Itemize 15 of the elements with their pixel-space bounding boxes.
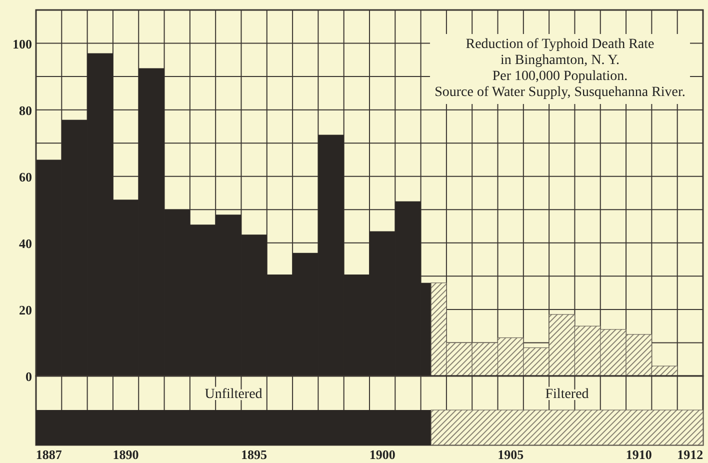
y-tick-label: 60 — [19, 169, 32, 184]
x-tick-label: 1895 — [241, 447, 268, 462]
y-tick-label: 0 — [26, 369, 32, 384]
y-tick-label: 40 — [19, 236, 32, 251]
y-tick-label: 20 — [19, 302, 32, 318]
x-tick-label: 1887 — [36, 447, 62, 462]
text: Reduction of Typhoid Death Rate in Binghamton, N. Y. — [466, 37, 654, 68]
x-tick-label: 1912 — [677, 447, 704, 462]
y-tick-label: 100 — [12, 36, 32, 52]
y-tick-label: 80 — [19, 102, 32, 118]
x-tick-label: 1890 — [112, 447, 139, 462]
text: Per 100,000 Population. Source of Water Supply, Susquehanna River. — [434, 69, 686, 100]
x-tick-label: 1910 — [626, 447, 652, 462]
x-tick-label: 1900 — [369, 447, 396, 462]
x-tick-label: 1905 — [498, 447, 524, 462]
